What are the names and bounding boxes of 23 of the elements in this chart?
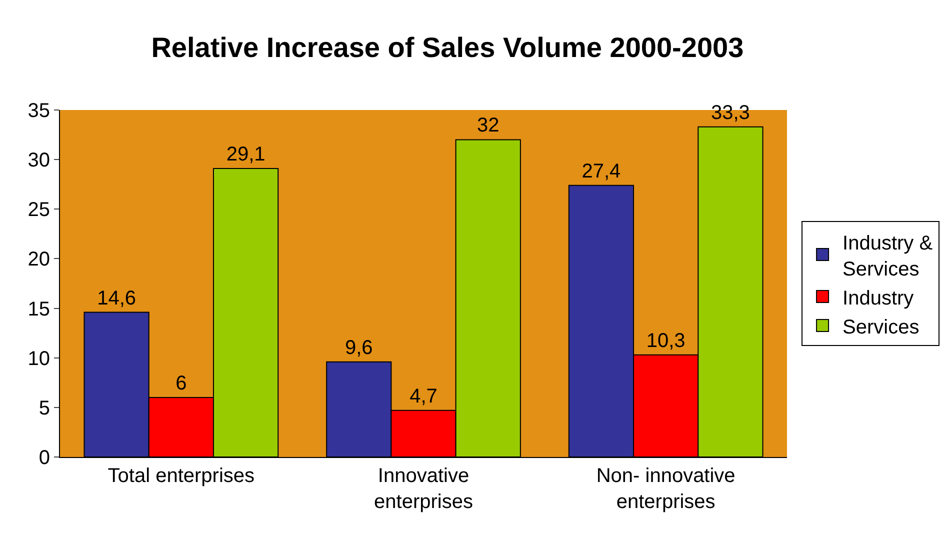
y-tick-label: 10	[28, 348, 50, 370]
data-label: 9,6	[344, 336, 373, 359]
legend-label: Services	[842, 316, 920, 338]
y-tick-label: 25	[28, 199, 50, 222]
x-tick-label: Non- innovative enterprises	[596, 465, 736, 513]
y-tick-label: 5	[38, 397, 50, 420]
y-tick-label: 35	[28, 100, 50, 122]
data-label: 14,6	[97, 287, 136, 310]
legend-label: Industry	[842, 287, 914, 310]
y-tick-label: 15	[28, 298, 50, 320]
legend-label: Industry & Services	[842, 232, 934, 280]
data-label: 29,1	[226, 143, 266, 166]
data-label: 10,3	[646, 330, 686, 352]
y-tick-label: 0	[38, 447, 50, 469]
y-tick-label: 20	[28, 248, 50, 271]
x-tick-label: Innovative enterprises	[374, 465, 473, 513]
data-label: 27,4	[582, 160, 621, 182]
x-tick-label: Total enterprises	[108, 465, 255, 487]
y-tick-label: 30	[28, 150, 50, 172]
data-label: 32	[476, 114, 500, 137]
data-label: 4,7	[410, 385, 438, 408]
data-label: 6	[176, 372, 187, 395]
chart-title: Relative Increase of Sales Volume 2000-2003	[151, 32, 744, 64]
